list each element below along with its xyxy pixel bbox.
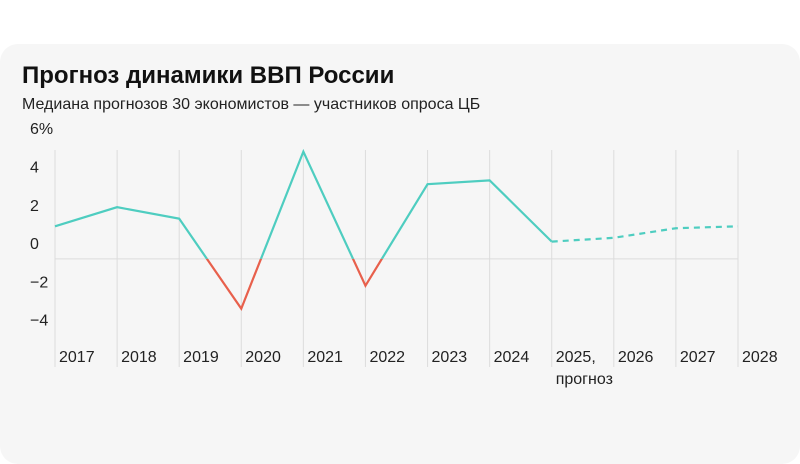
chart-subtitle: Медиана прогнозов 30 экономистов — участ… [22, 96, 481, 113]
x-tick-label: 2020 [245, 349, 281, 366]
x-tick-label: 2017 [59, 349, 95, 366]
chart: 6% 4 2 0 −2 −4 [30, 121, 739, 367]
y-tick-label: −4 [30, 313, 48, 330]
x-tick-label: 2018 [121, 349, 157, 366]
x-tick-label: 2022 [369, 349, 406, 366]
x-tick-label: 2019 [183, 349, 219, 366]
x-tick-label: 2024 [493, 349, 530, 366]
line-forecast [551, 225, 739, 243]
card [0, 44, 800, 464]
y-tick-label: 0 [30, 236, 39, 253]
x-tick-label: 2025, прогноз [555, 349, 613, 388]
y-tick-label: 6% [30, 121, 53, 138]
y-tick-label: 4 [30, 160, 39, 177]
y-tick-label: −2 [30, 274, 48, 291]
chart-title: Прогноз динамики ВВП России [22, 62, 395, 89]
line-positive [54, 148, 553, 259]
page: Прогноз динамики ВВП России Медиана прог… [22, 62, 778, 388]
x-tick-label: 2021 [307, 349, 343, 366]
x-tick-label: 2027 [679, 349, 716, 366]
x-tick-label: 2028 [742, 349, 778, 366]
x-tick-label: 2023 [431, 349, 468, 366]
x-tick-label: 2026 [617, 349, 654, 366]
y-tick-label: 2 [30, 198, 39, 215]
